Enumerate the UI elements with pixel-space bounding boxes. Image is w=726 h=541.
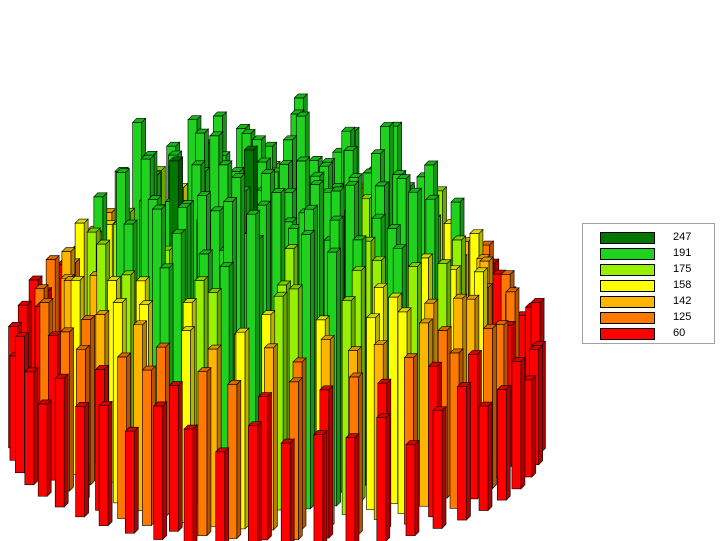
legend-label-158: 158	[673, 279, 692, 291]
bar-r10-8	[74, 401, 90, 518]
bar-r10-3	[215, 447, 230, 541]
bar-r9-7	[141, 365, 157, 527]
legend-swatch-247	[600, 232, 655, 244]
legend-label-175: 175	[673, 263, 692, 275]
bar-r10-48	[376, 412, 391, 541]
legend-swatch-158	[600, 280, 655, 292]
legend-label-191: 191	[673, 247, 692, 259]
bar-r10-1	[280, 438, 295, 541]
legend-swatch-60	[600, 328, 655, 340]
bar-r10-10	[37, 399, 52, 497]
bar-r10-2	[247, 421, 263, 541]
legend-label-247: 247	[673, 231, 692, 243]
bar-r10-47	[405, 439, 420, 537]
bar-r10-11	[24, 367, 39, 486]
legend-swatch-191	[600, 248, 655, 260]
legend-item-191: 191	[600, 247, 710, 261]
legend-item-175: 175	[600, 263, 710, 277]
bar-r10-41	[522, 375, 537, 478]
bar-r10-44	[478, 401, 493, 512]
bar-r10-43	[496, 384, 511, 501]
bar-r9-5	[197, 366, 212, 537]
legend-label-142: 142	[673, 295, 692, 307]
bar-r10-50	[313, 429, 328, 541]
legend-swatch-175	[600, 264, 655, 276]
legend-item-125: 125	[600, 311, 710, 325]
bar-r10-46	[432, 405, 447, 530]
bar-r9-4	[227, 379, 242, 540]
bar-r10-49	[345, 432, 360, 541]
legend-item-247: 247	[600, 231, 710, 245]
bar-r10-5	[153, 401, 168, 541]
bar-r9-6	[168, 380, 183, 533]
bar-r10-42	[511, 356, 526, 490]
bar-r10-45	[456, 381, 472, 521]
bar-r10-7	[98, 400, 113, 527]
legend-label-60: 60	[673, 327, 686, 339]
legend-item-158: 158	[600, 279, 710, 293]
legend-label-125: 125	[673, 311, 692, 323]
legend-item-60: 60	[600, 327, 710, 341]
bar-r10-4	[183, 424, 198, 541]
legend: 247 191 175 158 142 125 60	[582, 223, 715, 344]
bar-r10-6	[124, 426, 139, 534]
legend-swatch-142	[600, 296, 655, 308]
legend-swatch-125	[600, 312, 655, 324]
bar-r9-3	[257, 391, 273, 541]
legend-item-142: 142	[600, 295, 710, 309]
bar-r10-9	[54, 373, 69, 508]
